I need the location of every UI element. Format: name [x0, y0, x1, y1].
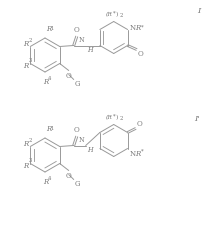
Text: G: G [75, 80, 80, 88]
Text: ): ) [116, 115, 118, 120]
Text: O: O [74, 26, 80, 34]
Text: O: O [138, 50, 143, 58]
Text: O: O [137, 120, 142, 128]
Text: I': I' [194, 115, 200, 123]
Text: R: R [46, 25, 51, 33]
Text: 2: 2 [29, 138, 32, 142]
Text: O: O [74, 126, 80, 134]
Text: 3: 3 [29, 58, 32, 64]
Text: 2: 2 [119, 116, 123, 121]
Text: H: H [87, 46, 92, 54]
Text: R: R [43, 178, 48, 186]
Text: R: R [23, 40, 28, 48]
Text: 4: 4 [48, 176, 51, 181]
Text: *: * [113, 10, 115, 16]
Text: R: R [46, 125, 51, 133]
Text: R: R [136, 24, 141, 32]
Text: O: O [66, 172, 72, 179]
Text: 1: 1 [50, 126, 54, 132]
Text: *: * [140, 148, 143, 154]
Text: (R: (R [106, 12, 113, 18]
Text: I: I [197, 7, 200, 15]
Text: R: R [136, 150, 141, 158]
Text: *: * [113, 114, 115, 118]
Text: 3: 3 [29, 158, 32, 164]
Text: H: H [87, 146, 92, 154]
Text: ): ) [116, 12, 118, 18]
Text: N: N [130, 24, 136, 32]
Text: R: R [23, 162, 28, 170]
Text: N: N [79, 36, 85, 44]
Text: 2: 2 [119, 13, 123, 18]
Text: R: R [23, 62, 28, 70]
Text: N: N [79, 136, 85, 144]
Text: (R: (R [106, 115, 113, 120]
Text: R: R [43, 78, 48, 86]
Text: N: N [130, 150, 136, 158]
Text: R: R [23, 140, 28, 148]
Text: 2: 2 [29, 38, 32, 43]
Text: O: O [66, 72, 72, 80]
Text: *: * [140, 24, 143, 29]
Text: 4: 4 [48, 76, 51, 81]
Text: G: G [75, 180, 80, 188]
Text: 1: 1 [50, 26, 54, 32]
